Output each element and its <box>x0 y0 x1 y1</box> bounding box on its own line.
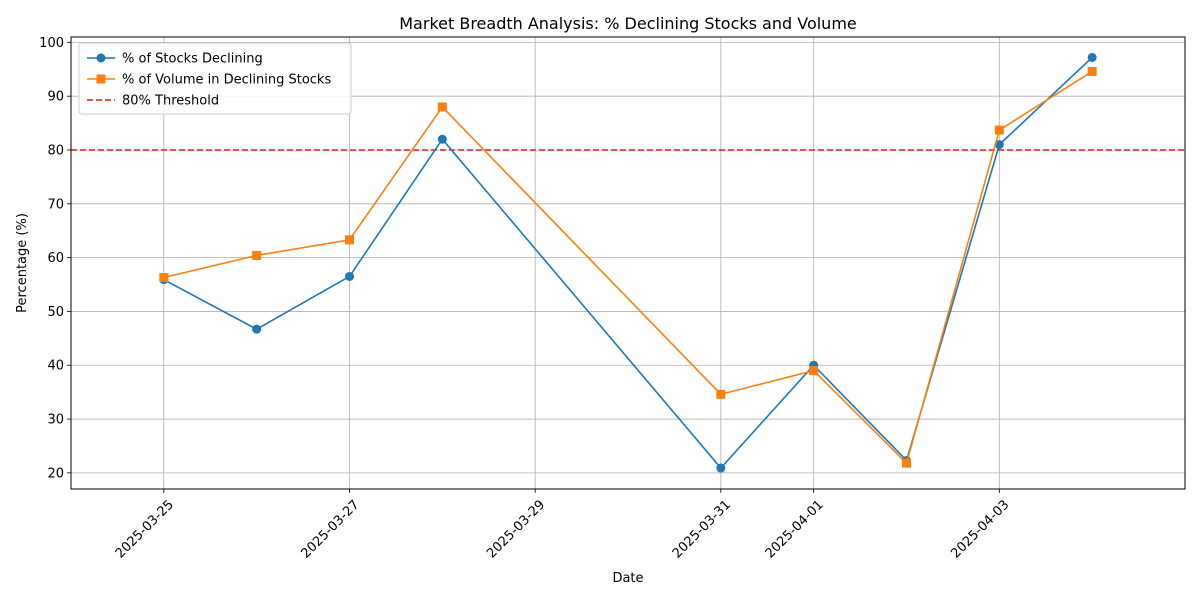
plot-frame <box>70 36 1186 490</box>
data-point-of-volume-in-declining-stocks <box>437 102 447 112</box>
x-tick-label: 2025-03-27 <box>299 497 363 561</box>
y-tick-label: 70 <box>47 197 64 212</box>
y-tick-label: 50 <box>47 305 64 320</box>
y-axis-label: Percentage (%) <box>15 213 30 313</box>
chart-title: Market Breadth Analysis: % Declining Sto… <box>399 14 857 33</box>
data-point-of-volume-in-declining-stocks <box>809 366 819 376</box>
series-line-of-stocks-declining <box>163 56 1093 470</box>
y-tick-label: 40 <box>47 359 64 374</box>
data-point-of-stocks-declining <box>1087 52 1097 62</box>
data-point-of-volume-in-declining-stocks <box>159 273 169 283</box>
legend-label-80-threshold: 80% Threshold <box>122 94 219 109</box>
series-layer <box>159 52 1097 473</box>
y-tick-label: 100 <box>39 36 64 51</box>
x-tick-label: 2025-03-25 <box>113 497 177 561</box>
data-point-of-volume-in-declining-stocks <box>994 125 1004 135</box>
y-tick-label: 60 <box>47 251 64 266</box>
x-axis: 2025-03-25 2025-03-27 2025-03-29 2025-03-31… <box>113 489 1012 561</box>
y-tick-label: 20 <box>47 466 64 481</box>
x-tick-label: 2025-04-01 <box>763 497 827 561</box>
y-tick-label: 80 <box>47 144 64 159</box>
x-tick-label: 2025-04-03 <box>948 497 1012 561</box>
data-point-of-volume-in-declining-stocks <box>345 235 354 245</box>
x-axis-label: Date <box>612 571 643 586</box>
legend-label-of-stocks-declining: % of Stocks Declining <box>122 52 263 67</box>
data-point-of-stocks-declining <box>716 463 726 473</box>
series-line-of-volume-in-declining-stocks <box>163 70 1093 465</box>
y-tick-label: 30 <box>47 413 64 428</box>
data-point-of-stocks-declining <box>994 140 1004 150</box>
y-axis: 20 30 40 50 60 70 80 90 100 <box>39 36 71 481</box>
data-point-of-volume-in-declining-stocks <box>716 389 726 399</box>
data-point-of-stocks-declining <box>345 271 354 281</box>
data-point-of-volume-in-declining-stocks <box>252 250 262 260</box>
data-point-of-volume-in-declining-stocks <box>902 458 911 468</box>
legend-marker-of-volume-in-declining-stocks <box>96 74 106 84</box>
data-point-of-stocks-declining <box>437 134 447 144</box>
y-tick-label: 90 <box>47 90 64 105</box>
x-tick-label: 2025-03-29 <box>484 497 548 561</box>
x-tick-label: 2025-03-31 <box>670 497 734 561</box>
data-point-of-stocks-declining <box>252 324 262 334</box>
legend-label-of-volume-in-declining-stocks: % of Volume in Declining Stocks <box>122 73 331 88</box>
legend-marker-of-stocks-declining <box>96 53 106 63</box>
legend: % of Stocks Declining % of Volume in Decl… <box>78 42 352 115</box>
data-point-of-volume-in-declining-stocks <box>1087 66 1097 76</box>
legend-box <box>78 42 352 115</box>
